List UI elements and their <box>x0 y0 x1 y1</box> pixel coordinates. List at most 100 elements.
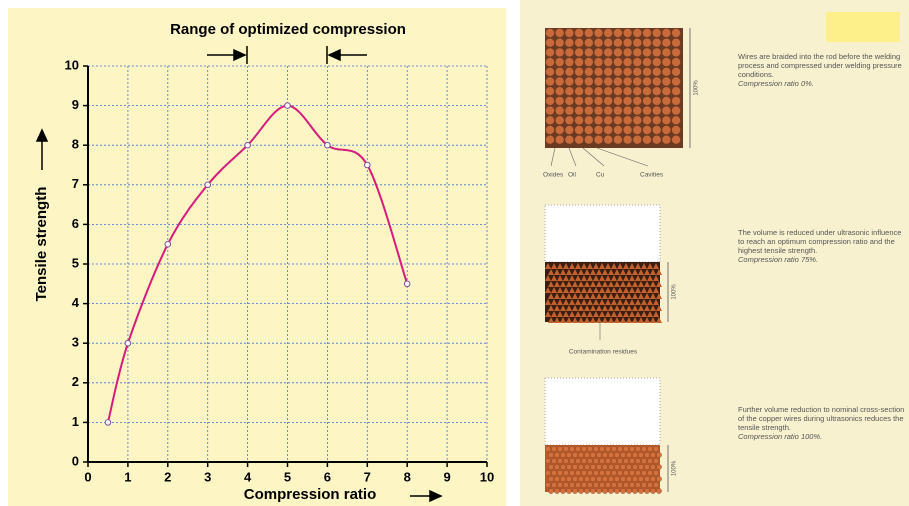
wire <box>614 29 622 37</box>
wire <box>611 470 616 475</box>
wire <box>662 116 670 124</box>
wire <box>569 482 574 487</box>
wire <box>575 39 583 47</box>
wire <box>633 106 641 114</box>
wire <box>604 97 612 105</box>
dimension-label: 100% <box>672 460 678 476</box>
wire <box>556 68 564 76</box>
wire <box>644 452 649 457</box>
x-tick-label: 3 <box>204 469 211 484</box>
wire <box>565 29 573 37</box>
wire <box>602 476 607 481</box>
stage-note: Compression ratio 100%. <box>738 432 908 441</box>
wire <box>578 452 583 457</box>
wire <box>599 446 604 451</box>
wire <box>633 97 641 105</box>
wire <box>556 39 564 47</box>
wire <box>594 77 602 85</box>
point <box>285 103 291 109</box>
wire <box>546 77 554 85</box>
wire <box>554 452 559 457</box>
wire <box>572 452 577 457</box>
wire <box>641 482 646 487</box>
wire <box>604 68 612 76</box>
wire <box>602 488 607 493</box>
wire <box>662 29 670 37</box>
wire <box>599 470 604 475</box>
wire <box>662 77 670 85</box>
wire <box>633 136 641 144</box>
wire <box>557 482 562 487</box>
wire <box>653 39 661 47</box>
wire <box>643 39 651 47</box>
wire <box>585 29 593 37</box>
wire <box>587 482 592 487</box>
wire <box>551 470 556 475</box>
wire <box>617 470 622 475</box>
wire <box>545 470 550 475</box>
wire <box>556 106 564 114</box>
wire <box>614 476 619 481</box>
wire <box>626 452 631 457</box>
wire <box>593 458 598 463</box>
wire <box>575 68 583 76</box>
wire <box>565 126 573 134</box>
wire <box>594 48 602 56</box>
wire <box>633 29 641 37</box>
y-tick-label: 2 <box>72 374 79 389</box>
wire <box>565 136 573 144</box>
wire <box>565 39 573 47</box>
x-tick-label: 1 <box>124 469 131 484</box>
wire <box>545 482 550 487</box>
wire <box>638 452 643 457</box>
wire <box>546 87 554 95</box>
wire <box>623 482 628 487</box>
wire <box>662 48 670 56</box>
wire <box>546 126 554 134</box>
wire <box>656 488 661 493</box>
wire <box>594 68 602 76</box>
wire <box>584 452 589 457</box>
wire <box>594 39 602 47</box>
wire <box>629 458 634 463</box>
wire <box>614 464 619 469</box>
wire <box>672 116 680 124</box>
residues-label: Contamination residues <box>569 349 638 356</box>
wire <box>575 29 583 37</box>
wire <box>629 470 634 475</box>
stage-text: Further volume reduction to nominal cros… <box>738 405 908 441</box>
wire <box>556 48 564 56</box>
wire <box>604 106 612 114</box>
y-tick-label: 5 <box>72 255 79 270</box>
wire <box>596 488 601 493</box>
wire <box>638 464 643 469</box>
wire <box>623 116 631 124</box>
wire <box>644 476 649 481</box>
wire <box>653 68 661 76</box>
wire <box>565 68 573 76</box>
wire <box>593 482 598 487</box>
wire <box>653 136 661 144</box>
wire <box>566 452 571 457</box>
wire <box>614 126 622 134</box>
wire <box>632 452 637 457</box>
wire <box>551 446 556 451</box>
wire <box>565 77 573 85</box>
wire <box>596 452 601 457</box>
wire <box>608 476 613 481</box>
wire <box>653 106 661 114</box>
stage-description: The volume is reduced under ultrasonic i… <box>738 228 901 255</box>
wire <box>546 106 554 114</box>
wire <box>546 116 554 124</box>
wire <box>566 476 571 481</box>
wire <box>623 58 631 66</box>
wire <box>604 29 612 37</box>
wire <box>643 58 651 66</box>
wire <box>662 87 670 95</box>
wire <box>546 68 554 76</box>
wire <box>623 68 631 76</box>
wire <box>575 126 583 134</box>
wire <box>545 446 550 451</box>
label-box <box>826 12 900 42</box>
wire <box>566 464 571 469</box>
